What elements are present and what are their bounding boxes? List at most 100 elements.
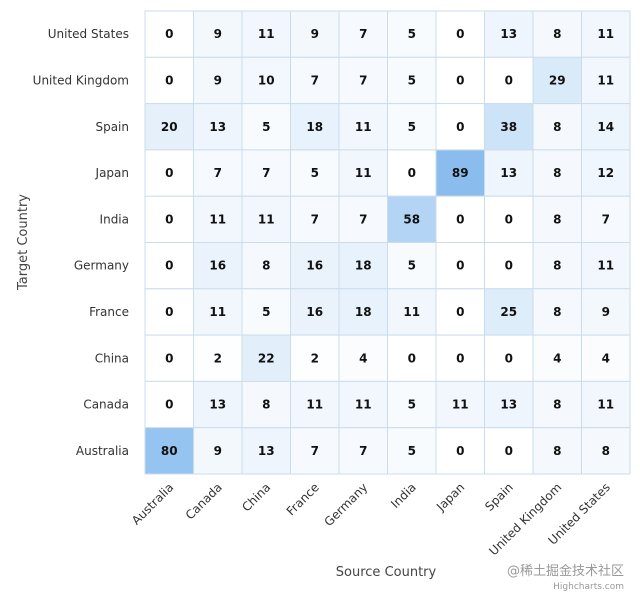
heatmap-cell-japan-united-kingdom: [532, 149, 582, 197]
cell-value-label: 11: [209, 212, 226, 226]
y-tick-label-france: France: [89, 305, 129, 319]
cell-value-label: 0: [456, 27, 464, 41]
y-axis-labels: United States United Kingdom Spain Japan Ind…: [33, 27, 129, 458]
heatmap-cell-spain-australia: [144, 103, 194, 151]
cell-value-label: 11: [355, 120, 372, 134]
cell-value-label: 5: [408, 120, 416, 134]
cell-value-label: 11: [258, 27, 275, 41]
cell-value-label: 80: [161, 444, 178, 458]
cell-value-label: 18: [306, 120, 323, 134]
heatmap-cell-china-united-kingdom: [532, 334, 582, 382]
x-tick-label-japan: Japan: [433, 480, 467, 514]
y-tick-label-spain: Spain: [95, 120, 129, 134]
cell-value-label: 0: [505, 73, 513, 87]
cell-value-label: 0: [456, 351, 464, 365]
heatmap-cell-australia-japan: [435, 427, 485, 475]
cell-value-label: 0: [165, 305, 173, 319]
heatmap-cell-united-kingdom-france: [290, 56, 340, 105]
heatmap-cell-germany-united-kingdom: [532, 242, 582, 290]
cell-value-label: 9: [214, 27, 222, 41]
heatmap-cell-germany-france: [290, 242, 340, 290]
cell-value-label: 8: [553, 166, 561, 180]
cell-value-label: 9: [311, 27, 319, 41]
cell-value-label: 9: [602, 305, 610, 319]
heatmap-cell-india-india: [387, 195, 437, 243]
heatmap-cell-canada-canada: [193, 380, 243, 429]
cell-value-label: 7: [262, 166, 270, 180]
cell-value-label: 0: [505, 259, 513, 273]
cell-value-label: 7: [214, 166, 222, 180]
cell-value-label: 0: [165, 27, 173, 41]
cell-value-label: 0: [408, 351, 416, 365]
cell-value-label: 11: [403, 305, 420, 319]
cell-value-label: 11: [452, 398, 469, 412]
cell-value-label: 11: [597, 259, 614, 273]
heatmap-cell-united-states-china: [241, 10, 291, 58]
cell-value-label: 16: [209, 259, 226, 273]
heatmap-cell-japan-australia: [144, 149, 194, 197]
heatmap-cell-canada-china: [241, 380, 291, 429]
cell-value-label: 29: [549, 73, 566, 87]
cell-value-label: 11: [209, 305, 226, 319]
x-axis-title: Source Country: [336, 565, 437, 580]
cell-value-label: 5: [408, 398, 416, 412]
cell-value-label: 0: [408, 166, 416, 180]
x-tick-label-france: France: [284, 480, 322, 518]
heatmap-cell-spain-canada: [193, 103, 243, 151]
cell-value-label: 7: [602, 212, 610, 226]
cell-value-label: 13: [209, 398, 226, 412]
heatmap-cell-united-kingdom-united-states: [581, 56, 631, 105]
x-axis-labels: Australia Canada China France Germany India Ja…: [129, 480, 613, 558]
cell-value-label: 7: [359, 27, 367, 41]
heatmap-cell-united-kingdom-japan: [435, 56, 485, 105]
cell-value-label: 4: [359, 351, 367, 365]
heatmap-cell-france-india: [387, 288, 437, 336]
cell-value-label: 8: [553, 444, 561, 458]
heatmap-cell-australia-united-kingdom: [532, 427, 582, 475]
heatmap-cell-china-spain: [484, 334, 534, 382]
heatmap-cell-china-china: [241, 334, 291, 382]
cell-value-label: 13: [500, 27, 517, 41]
heatmap-cell-canada-germany: [338, 380, 388, 429]
heatmap-cell-australia-united-states: [581, 427, 631, 475]
cell-value-label: 11: [306, 398, 323, 412]
heatmap-cell-germany-china: [241, 242, 291, 290]
cell-value-label: 8: [553, 305, 561, 319]
x-tick-label-spain: Spain: [482, 480, 516, 514]
cell-value-label: 7: [359, 212, 367, 226]
heatmap-cell-china-japan: [435, 334, 485, 382]
heatmap-cell-australia-china: [241, 427, 291, 475]
heatmap-cell-japan-united-states: [581, 149, 631, 197]
y-tick-label-japan: Japan: [95, 166, 129, 180]
heatmap-cell-india-japan: [435, 195, 485, 243]
heatmap-cell-australia-india: [387, 427, 437, 475]
cell-value-label: 38: [500, 120, 517, 134]
watermark-text: @稀土掘金技术社区: [507, 563, 624, 579]
heatmap-cell-france-united-kingdom: [532, 288, 582, 336]
heatmap-cell-france-spain: [484, 288, 534, 336]
cell-value-label: 8: [602, 444, 610, 458]
cell-value-label: 14: [597, 120, 614, 134]
cell-value-label: 0: [505, 212, 513, 226]
x-tick-label-china: China: [239, 480, 273, 514]
cell-value-label: 20: [161, 120, 178, 134]
cell-value-label: 8: [553, 259, 561, 273]
cell-value-label: 0: [456, 120, 464, 134]
cell-value-label: 7: [311, 212, 319, 226]
cell-value-label: 0: [456, 305, 464, 319]
cell-value-label: 13: [500, 166, 517, 180]
x-tick-label-canada: Canada: [183, 480, 225, 522]
cell-value-label: 18: [355, 259, 372, 273]
cell-value-label: 7: [359, 73, 367, 87]
cell-value-label: 8: [553, 398, 561, 412]
cell-value-label: 0: [456, 73, 464, 87]
heatmap-cell-france-australia: [144, 288, 194, 336]
cell-value-label: 10: [258, 73, 275, 87]
cell-value-label: 5: [262, 305, 270, 319]
y-tick-label-united-states: United States: [48, 27, 129, 41]
cell-value-label: 9: [214, 444, 222, 458]
heatmap-cell-japan-japan: [435, 149, 485, 197]
heatmap-cell-india-united-states: [581, 195, 631, 243]
heatmap-cell-france-united-states: [581, 288, 631, 336]
